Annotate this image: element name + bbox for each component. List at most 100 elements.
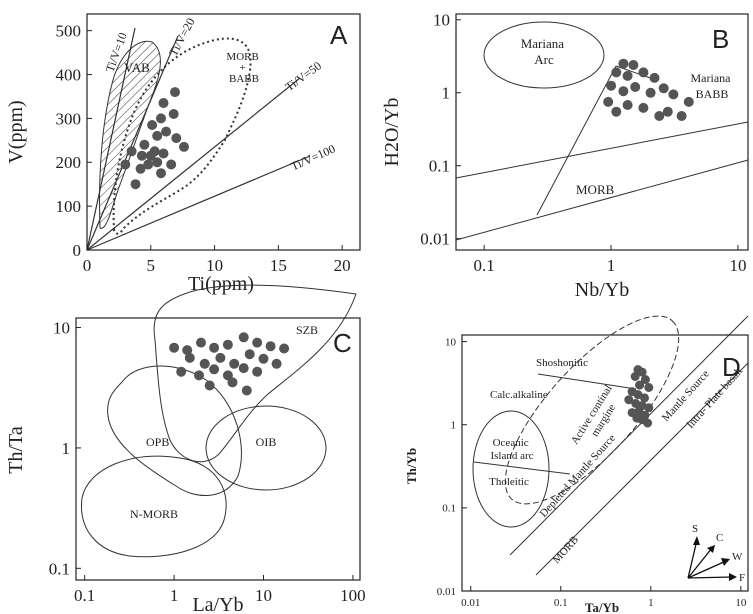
data-point — [182, 345, 193, 356]
opb-field — [107, 365, 242, 496]
y-tick-label: 500 — [56, 22, 82, 41]
calc-alkaline-label: Calc.alkaline — [490, 389, 548, 401]
panel-a-grid-lines — [86, 27, 311, 251]
data-point — [209, 342, 220, 353]
data-point — [139, 139, 150, 150]
shoshonitic-label: Shoshonitic — [536, 357, 588, 369]
data-point — [126, 146, 137, 157]
data-point — [209, 364, 220, 375]
panel-c-x-label: La/Yb — [192, 594, 243, 614]
panel-c-letter: C — [333, 328, 352, 358]
morb-label-d: MORB — [550, 534, 581, 566]
panel-d-points — [624, 365, 654, 428]
data-point — [654, 111, 665, 121]
y-tick-label: 0.1 — [49, 559, 70, 578]
morb-babb-label-line-1: MORB — [226, 51, 258, 63]
x-tick-label: 10 — [735, 597, 747, 609]
data-point — [170, 87, 180, 98]
y-tick-label: 1 — [62, 439, 71, 458]
vab-label: VAB — [124, 60, 150, 75]
data-point — [135, 163, 146, 174]
y-tick-label: 200 — [56, 153, 82, 172]
x-tick-label: 0.1 — [74, 586, 95, 605]
data-point — [638, 67, 649, 78]
panel-b-x-label: Nb/Yb — [575, 279, 629, 301]
panel-b-y-label: H2O/Yb — [381, 98, 403, 167]
data-point — [630, 372, 640, 381]
data-point — [143, 159, 154, 170]
tholeitic-boundary — [473, 461, 571, 475]
morb-babb-label: MORB + BABB — [226, 51, 261, 85]
x-tick-label: 0.01 — [461, 597, 480, 609]
y-tick-label: 10 — [53, 318, 70, 337]
data-point — [649, 72, 660, 83]
ti-v-100-line — [86, 155, 311, 251]
vector-w-head — [721, 558, 730, 566]
data-point — [644, 383, 654, 392]
ti-v-50-label: Ti/V=50 — [283, 59, 324, 94]
mariana-babb-label-line-1: Mariana — [691, 71, 732, 85]
x-tick-label: 100 — [340, 586, 366, 605]
panel-b: Mariana Arc Mariana BABB MORB 0.1 1 10 0.0… — [381, 11, 749, 301]
data-point — [156, 168, 166, 179]
data-point — [643, 418, 653, 428]
vector-f-label: F — [739, 572, 745, 584]
data-point — [662, 106, 673, 117]
data-point — [624, 395, 634, 405]
y-tick-label: 10 — [433, 11, 450, 30]
data-point — [194, 370, 204, 381]
panel-c-y-label: Th/Ta — [5, 426, 27, 474]
panel-a-y-label: V(ppm) — [5, 100, 27, 163]
x-tick-label: 5 — [147, 256, 156, 275]
data-point — [244, 349, 255, 360]
szb-label: SZB — [296, 323, 318, 337]
oceanic-arc-label-line-1: Oceanic — [493, 437, 529, 449]
data-point — [168, 109, 179, 119]
data-point — [229, 358, 240, 369]
mariana-arc-field — [483, 21, 605, 89]
data-point — [618, 86, 629, 97]
data-point — [628, 60, 639, 70]
x-tick-label: 0.1 — [554, 597, 568, 609]
vector-s-label: S — [692, 523, 698, 535]
n-morb-label: N-MORB — [130, 507, 178, 521]
panel-d-frame — [461, 334, 749, 592]
x-tick-label: 0.1 — [474, 256, 495, 275]
n-morb-field — [81, 455, 227, 558]
panel-a-x-label: Ti(ppm) — [188, 273, 254, 295]
panel-a-y-ticks: 0 100 200 300 400 500 — [56, 22, 92, 260]
panel-d-x-label: Ta/Yb — [585, 600, 619, 614]
babb-separation-line — [536, 65, 617, 216]
vector-s — [687, 539, 698, 579]
panel-c-frame — [75, 317, 361, 581]
ti-v-50-line — [86, 77, 301, 251]
data-point — [204, 380, 215, 391]
data-point — [606, 80, 617, 91]
x-tick-label: 15 — [270, 256, 287, 275]
data-point — [683, 96, 694, 107]
szb-field — [153, 284, 357, 463]
data-point — [241, 385, 252, 396]
morb-label-b: MORB — [576, 182, 615, 197]
data-point — [171, 133, 182, 144]
vector-f — [687, 576, 733, 579]
vector-w-label: W — [732, 551, 743, 563]
data-point — [199, 358, 210, 369]
data-point — [618, 58, 629, 69]
data-point — [640, 375, 650, 384]
morb-babb-label-line-3: BABB — [229, 73, 259, 85]
mariana-arc-label-line-2: Arc — [534, 52, 554, 67]
vector-w — [687, 560, 727, 579]
vector-c-head — [707, 545, 715, 553]
x-tick-label: 10 — [255, 586, 272, 605]
data-point — [130, 179, 141, 190]
data-point — [238, 332, 249, 343]
data-point — [158, 98, 169, 108]
data-point — [265, 341, 276, 352]
panel-d-letter: D — [722, 352, 741, 382]
shoshonitic-boundary — [537, 373, 637, 390]
data-point — [645, 87, 656, 98]
vab-field — [99, 40, 161, 229]
panel-d-y-label: Th/Yb — [404, 448, 419, 484]
